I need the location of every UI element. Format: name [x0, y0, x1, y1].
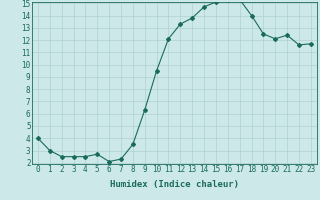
X-axis label: Humidex (Indice chaleur): Humidex (Indice chaleur)	[110, 180, 239, 189]
